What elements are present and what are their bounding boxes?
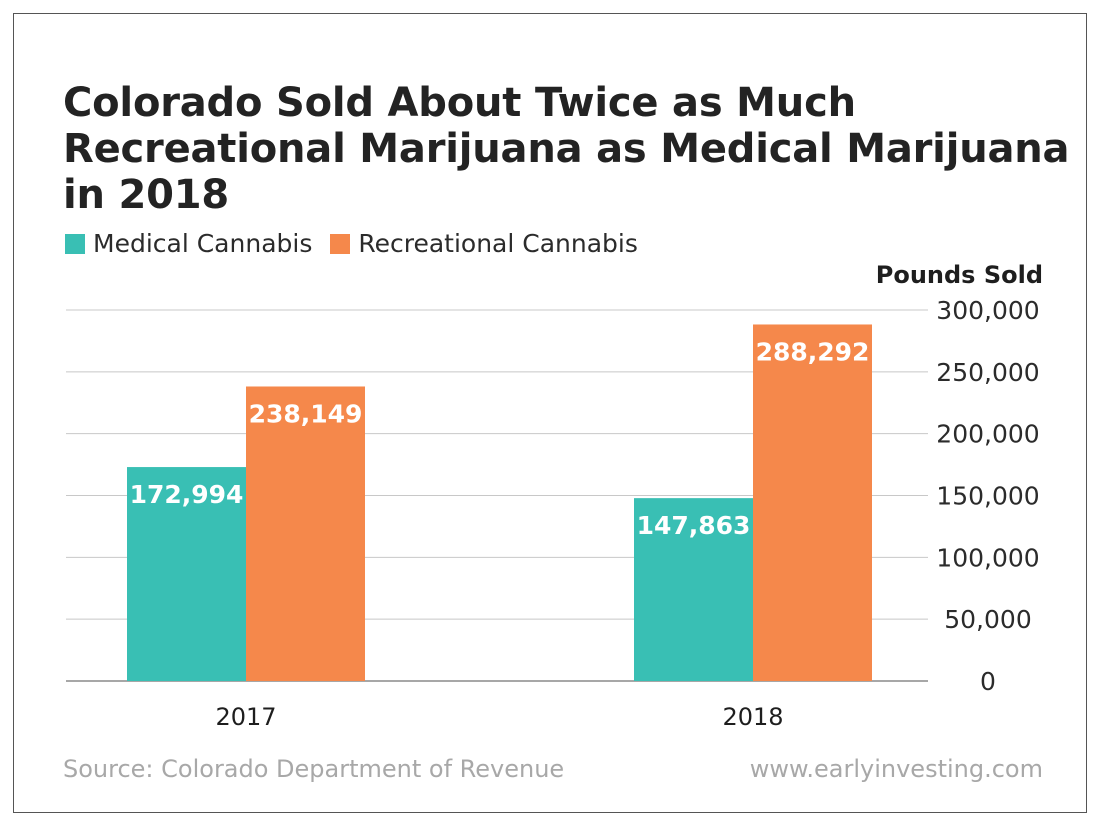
- website-note: www.earlyinvesting.com: [749, 755, 1043, 783]
- y-tick-label: 250,000: [936, 358, 1039, 387]
- legend-swatch-medical: [65, 233, 85, 254]
- legend-item-medical: Medical Cannabis: [65, 229, 312, 258]
- legend-label-medical: Medical Cannabis: [93, 229, 313, 258]
- y-tick-label: 100,000: [936, 543, 1039, 572]
- legend-swatch-recreational: [330, 233, 351, 254]
- chart-title: Colorado Sold About Twice as Much Recrea…: [63, 80, 1070, 218]
- bar: [246, 386, 365, 681]
- data-label: 172,994: [130, 480, 244, 509]
- title-line: in 2018: [63, 172, 230, 218]
- y-tick-label: 0: [980, 667, 996, 696]
- legend-label-recreational: Recreational Cannabis: [358, 229, 638, 258]
- data-label: 238,149: [249, 399, 363, 428]
- bar: [634, 498, 753, 681]
- legend: Medical Cannabis Recreational Cannabis: [65, 229, 656, 258]
- y-tick-label: 50,000: [944, 605, 1031, 634]
- bar: [753, 324, 872, 681]
- title-line: Recreational Marijuana as Medical Mariju…: [63, 126, 1070, 172]
- data-label: 288,292: [756, 337, 870, 366]
- y-tick-label: 150,000: [936, 482, 1039, 511]
- legend-item-recreational: Recreational Cannabis: [330, 229, 638, 258]
- y-tick-label: 300,000: [936, 296, 1039, 325]
- bar: [127, 467, 246, 681]
- x-tick-label: 2017: [215, 703, 276, 731]
- y-tick-label: 200,000: [936, 420, 1039, 449]
- source-note: Source: Colorado Department of Revenue: [63, 755, 565, 783]
- y-axis-title: Pounds Sold: [876, 261, 1043, 289]
- x-tick-label: 2018: [722, 703, 783, 731]
- data-label: 147,863: [637, 511, 751, 540]
- title-line: Colorado Sold About Twice as Much: [63, 80, 856, 126]
